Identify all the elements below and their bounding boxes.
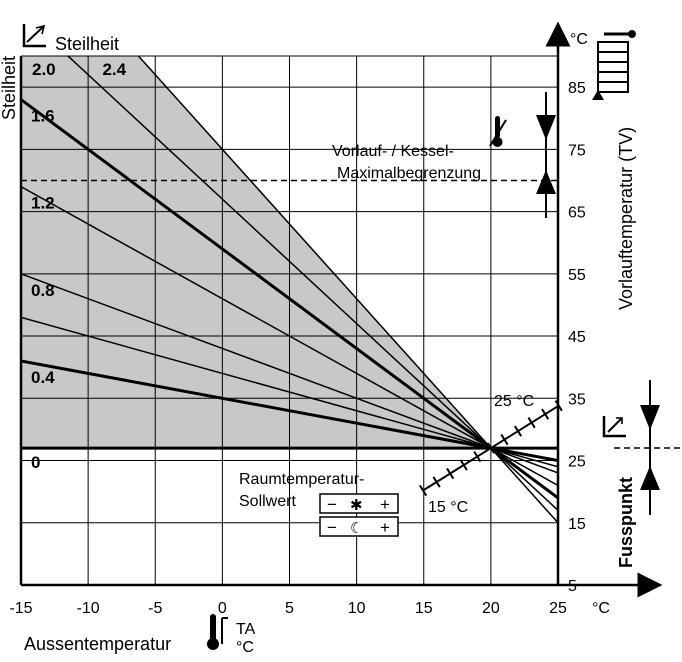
heating-curve-2.0 bbox=[66, 56, 558, 511]
y-axis-title: Vorlauftemperatur (TV) bbox=[616, 127, 636, 310]
x-tick-label: 5 bbox=[285, 600, 294, 617]
x-axis-title: Aussentemperatur bbox=[24, 634, 171, 654]
y-tick-label: 15 bbox=[568, 516, 586, 533]
x-tick-label: -5 bbox=[148, 600, 162, 617]
x-tick-label: 25 bbox=[549, 600, 567, 617]
heating-curve-2.4 bbox=[137, 56, 558, 524]
room-setpoint-scale bbox=[419, 400, 563, 497]
room-scale-tick bbox=[432, 476, 441, 488]
x-tick-labels: -15 -10 -5 0 5 10 15 20 25 bbox=[9, 600, 567, 617]
curve-label-1.2: 1.2 bbox=[31, 194, 55, 213]
footpoint-label: Fusspunkt bbox=[616, 477, 636, 568]
sun-icon: ✱ bbox=[350, 497, 363, 514]
day-minus-button[interactable]: − bbox=[327, 495, 337, 514]
room-scale-tick bbox=[459, 459, 468, 471]
x-tick-label: -15 bbox=[9, 600, 32, 617]
y-tick-label: 85 bbox=[568, 80, 586, 97]
room-scale-tick bbox=[554, 400, 563, 412]
room-scale-tick bbox=[419, 484, 428, 497]
day-plus-button[interactable]: + bbox=[380, 495, 390, 514]
room-scale-tick bbox=[527, 417, 536, 429]
slope-axis-label: Steilheit bbox=[0, 56, 19, 120]
room-scale-tick bbox=[500, 433, 509, 446]
x-tick-label: 10 bbox=[348, 600, 366, 617]
moon-icon: ☾ bbox=[350, 520, 363, 537]
boiler-thermometer-icon bbox=[489, 116, 507, 147]
room-scale-tick bbox=[446, 467, 455, 480]
y-tick-label: 35 bbox=[568, 391, 586, 408]
heating-curve-1.2 bbox=[21, 186, 558, 487]
y-tick-label: 5 bbox=[568, 578, 577, 595]
shaded-region bbox=[21, 56, 491, 449]
footpoint-adjuster-icon bbox=[614, 380, 682, 515]
y-tick-label: 75 bbox=[568, 142, 586, 159]
slope-caption: Steilheit bbox=[55, 34, 119, 54]
x-unit-label: °C bbox=[592, 600, 610, 617]
curve-label-2.4: 2.4 bbox=[102, 60, 126, 79]
x-symbol-unit: °C bbox=[236, 639, 254, 656]
y-tick-label: 65 bbox=[568, 205, 586, 222]
y-unit-label: °C bbox=[570, 31, 588, 48]
y-tick-label: 45 bbox=[568, 329, 586, 346]
curve-labels: 0 0.4 0.8 1.2 1.6 2.0 2.4 bbox=[31, 60, 127, 472]
axes bbox=[19, 21, 663, 598]
room-setpoint-high-label: 25 °C bbox=[494, 393, 534, 410]
heating-curve-0.6 bbox=[21, 316, 558, 468]
x-tick-label: -10 bbox=[77, 600, 100, 617]
curve-label-0.8: 0.8 bbox=[31, 281, 55, 300]
room-setpoint-low-label: 15 °C bbox=[428, 499, 468, 516]
room-setpoint-label-2: Sollwert bbox=[239, 493, 296, 510]
footpoint-icon bbox=[602, 416, 626, 438]
radiator-icon bbox=[592, 30, 636, 100]
night-plus-button[interactable]: + bbox=[380, 518, 390, 537]
y-tick-label: 25 bbox=[568, 454, 586, 471]
y-tick-labels: 5 15 25 35 45 55 65 75 85 bbox=[568, 80, 586, 595]
room-scale-tick bbox=[541, 408, 550, 420]
y-tick-label: 55 bbox=[568, 267, 586, 284]
max-limit-label-2: Maximalbegrenzung bbox=[337, 165, 481, 182]
heating-curves bbox=[21, 56, 558, 524]
room-scale-tick bbox=[486, 442, 495, 454]
night-setpoint-buttons[interactable]: − ☾ + bbox=[319, 516, 399, 537]
heating-curve-0.8 bbox=[21, 273, 558, 474]
room-setpoint-label-1: Raumtemperatur- bbox=[239, 471, 364, 488]
x-tick-label: 0 bbox=[218, 600, 227, 617]
heating-curve-0.4 bbox=[21, 359, 558, 463]
slope-icon bbox=[22, 24, 46, 48]
x-tick-label: 20 bbox=[482, 600, 500, 617]
curve-label-0.4: 0.4 bbox=[31, 368, 55, 387]
shaded-area bbox=[21, 56, 491, 449]
night-minus-button[interactable]: − bbox=[327, 518, 337, 537]
room-scale-tick bbox=[473, 450, 482, 463]
room-scale-tick bbox=[513, 425, 523, 437]
max-limit-adjuster-icon bbox=[536, 92, 556, 218]
curve-label-2.0: 2.0 bbox=[32, 60, 56, 79]
thermometer-icon bbox=[207, 614, 228, 650]
x-tick-label: 15 bbox=[415, 600, 433, 617]
curve-label-1.6: 1.6 bbox=[31, 107, 55, 126]
curve-label-0: 0 bbox=[31, 453, 40, 472]
x-symbol: TA bbox=[236, 621, 256, 638]
day-setpoint-buttons[interactable]: − ✱ + bbox=[319, 493, 399, 514]
max-limit-label-1: Vorlauf- / Kessel- bbox=[332, 143, 454, 160]
heating-curve-1.6 bbox=[21, 98, 558, 500]
